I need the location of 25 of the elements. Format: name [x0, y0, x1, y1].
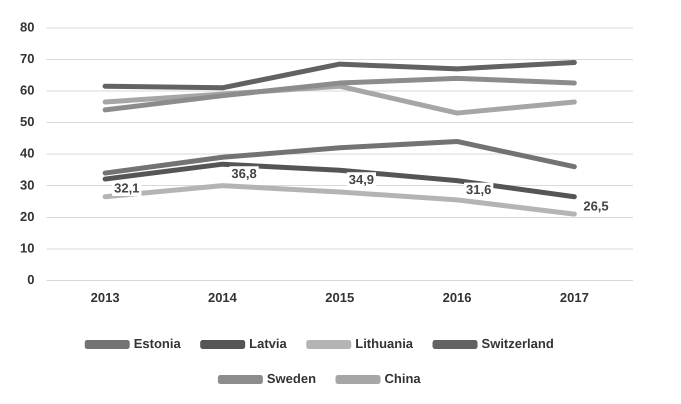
x-tick-label: 2016 [442, 290, 472, 305]
legend-label: Switzerland [482, 336, 554, 352]
y-tick-label: 0 [27, 272, 34, 287]
legend-label: Lithuania [355, 336, 414, 352]
x-tick-label: 2014 [208, 290, 238, 305]
data-label: 31,6 [466, 182, 492, 198]
legend-label: Estonia [134, 336, 182, 352]
legend-label: Latvia [249, 336, 288, 352]
y-tick-label: 50 [20, 114, 34, 130]
x-tick-label: 2015 [325, 290, 354, 305]
data-label: 32,1 [114, 180, 140, 196]
y-tick-label: 20 [20, 208, 34, 224]
y-tick-label: 10 [20, 240, 34, 256]
data-label: 36,8 [231, 166, 257, 181]
y-tick-label: 60 [20, 82, 34, 98]
y-tick-label: 40 [20, 146, 34, 161]
y-tick-label: 30 [20, 177, 34, 192]
y-tick-label: 70 [20, 50, 34, 66]
y-tick-label: 80 [20, 19, 34, 34]
legend-label: Sweden [266, 371, 316, 386]
data-label: 34,9 [348, 172, 374, 187]
legend-label: China [384, 371, 422, 386]
x-tick-label: 2013 [90, 290, 120, 305]
data-label: 26,5 [583, 198, 609, 214]
x-tick-label: 2017 [560, 290, 589, 305]
